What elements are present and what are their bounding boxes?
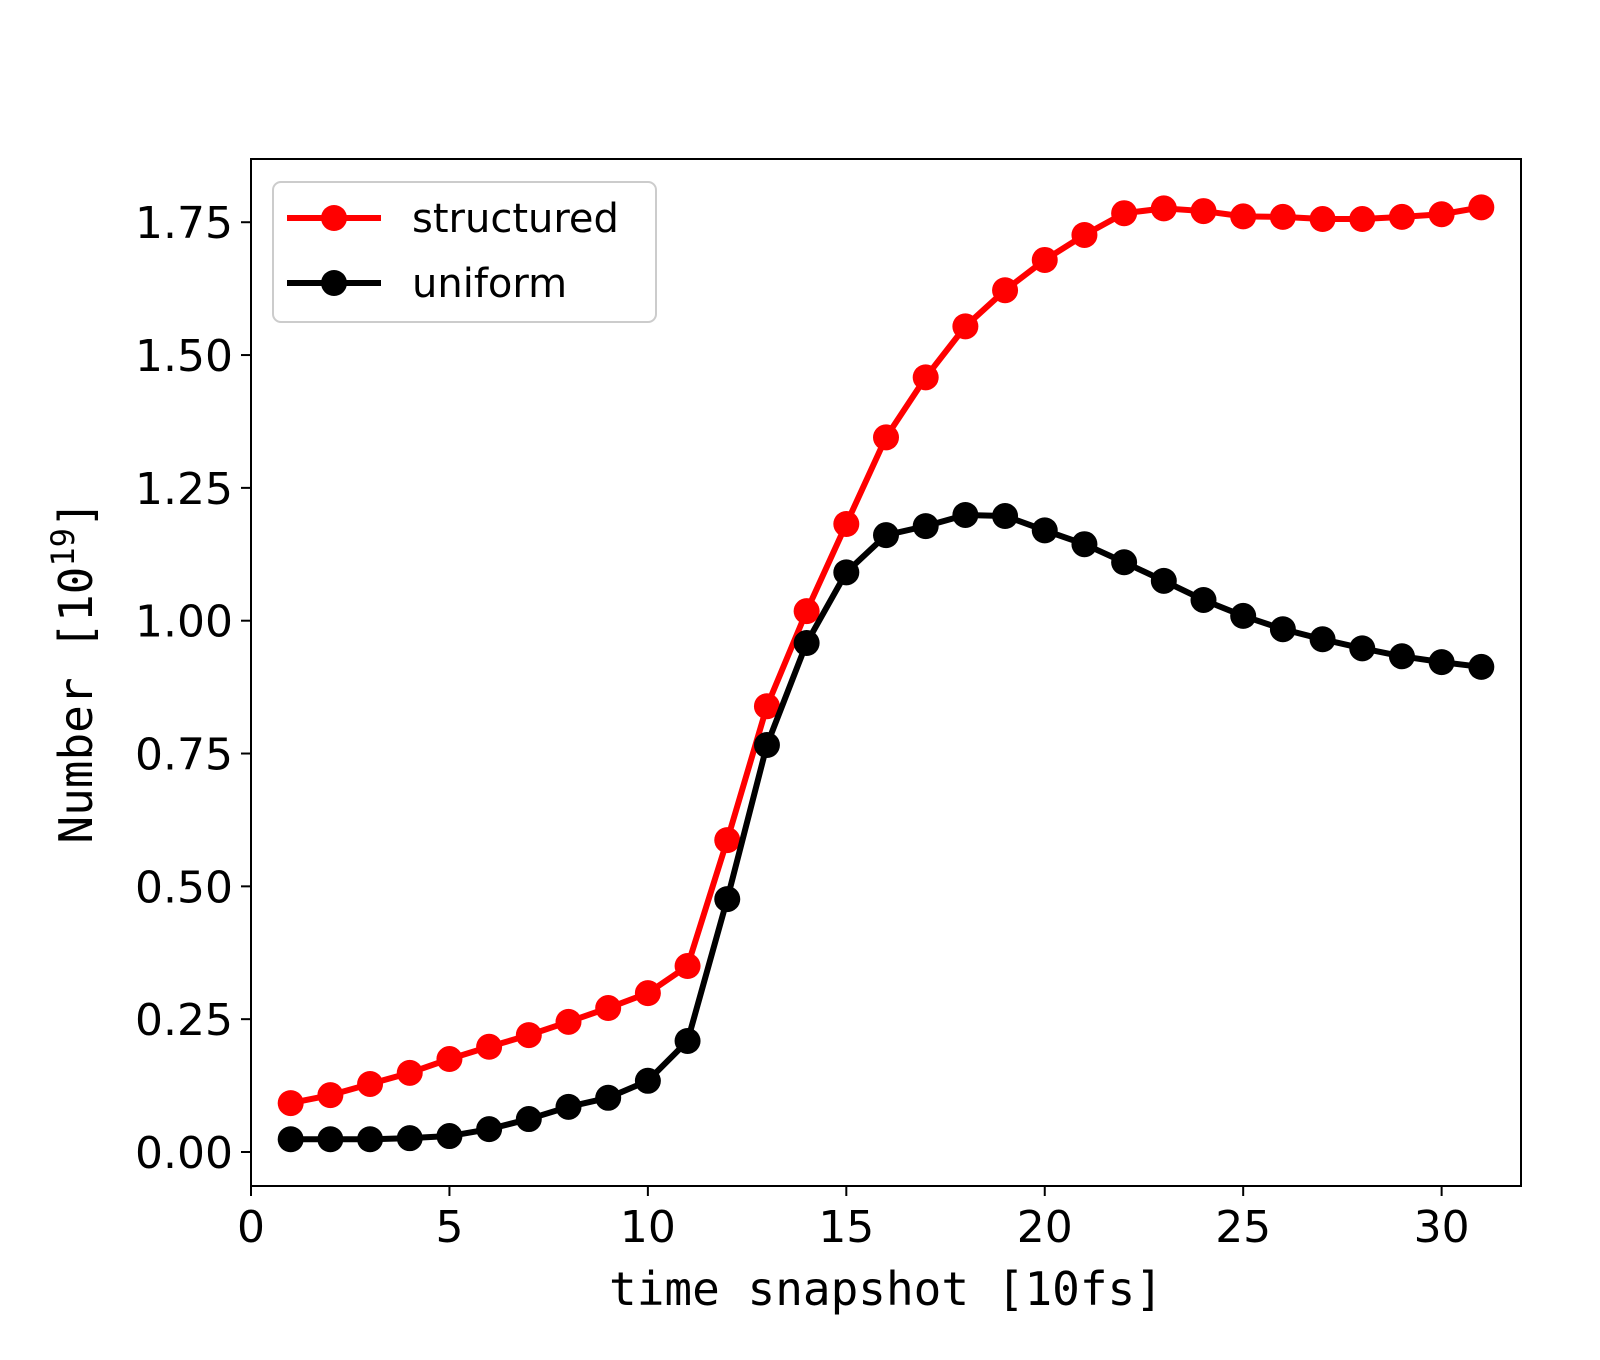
x-tick-label: 10 (620, 1202, 676, 1253)
legend-label-uniform: uniform (412, 261, 567, 307)
data-point-uniform (476, 1116, 503, 1143)
data-point-uniform (357, 1126, 384, 1153)
data-point-structured (634, 980, 661, 1007)
data-point-uniform (992, 503, 1019, 530)
x-tick-label: 5 (435, 1202, 463, 1253)
data-point-structured (277, 1090, 304, 1117)
data-point-structured (555, 1008, 582, 1035)
data-point-uniform (515, 1106, 542, 1133)
data-point-structured (396, 1059, 423, 1086)
data-point-uniform (1428, 649, 1455, 676)
data-point-structured (714, 827, 741, 854)
data-point-uniform (1031, 517, 1058, 544)
data-point-uniform (714, 886, 741, 913)
data-point-uniform (753, 732, 780, 759)
data-point-uniform (1309, 626, 1336, 653)
y-axis-label: Number [1019] (44, 500, 103, 843)
data-point-structured (1031, 246, 1058, 273)
data-point-structured (1190, 198, 1217, 225)
y-tick-label: 1.50 (135, 331, 233, 382)
data-point-structured (952, 313, 979, 340)
data-point-uniform (396, 1125, 423, 1152)
y-tick-label: 0.00 (135, 1128, 233, 1179)
data-point-uniform (1349, 635, 1376, 662)
data-point-uniform (1388, 643, 1415, 670)
data-point-uniform (674, 1027, 701, 1054)
data-point-uniform (1190, 586, 1217, 613)
data-point-uniform (634, 1067, 661, 1094)
y-tick-label: 1.00 (135, 597, 233, 648)
data-point-structured (357, 1070, 384, 1097)
data-point-structured (992, 277, 1019, 304)
data-point-uniform (277, 1126, 304, 1153)
data-point-structured (1468, 194, 1495, 221)
y-axis-label-exponent: 19 (44, 528, 82, 567)
data-point-uniform (595, 1084, 622, 1111)
data-point-uniform (1269, 616, 1296, 643)
data-point-uniform (912, 513, 939, 540)
legend-marker-structured (321, 205, 347, 231)
legend-label-structured: structured (412, 196, 619, 242)
x-tick-label: 20 (1017, 1202, 1073, 1253)
y-axis-label-main: Number [10 (49, 567, 103, 844)
y-tick-label: 0.25 (135, 995, 233, 1046)
data-point-uniform (555, 1093, 582, 1120)
data-point-structured (1388, 203, 1415, 230)
data-point-uniform (1111, 549, 1138, 576)
data-point-structured (833, 511, 860, 538)
x-tick-label: 15 (818, 1202, 874, 1253)
data-point-uniform (1230, 602, 1257, 629)
data-point-structured (515, 1022, 542, 1049)
data-point-structured (753, 693, 780, 720)
data-point-structured (1428, 201, 1455, 228)
ticks-layer: 0 5 10 15 20 25 30 0.00 0.25 0.50 0.75 1.00 1.25 1.50… (135, 198, 1470, 1253)
x-tick-label: 25 (1215, 1202, 1271, 1253)
data-point-uniform (833, 559, 860, 586)
data-point-structured (436, 1046, 463, 1073)
y-axis-label-close: ] (49, 500, 103, 528)
y-tick-label: 0.50 (135, 862, 233, 913)
data-point-uniform (793, 630, 820, 657)
x-tick-label: 0 (237, 1202, 265, 1253)
data-point-structured (1349, 206, 1376, 233)
plot-frame (250, 158, 1522, 1187)
y-tick-label: 0.75 (135, 730, 233, 781)
x-axis-label: time snapshot [10fs] (609, 1262, 1163, 1316)
data-point-uniform (1468, 653, 1495, 680)
data-point-structured (1071, 221, 1098, 248)
data-point-uniform (1150, 567, 1177, 594)
data-point-structured (1230, 203, 1257, 230)
legend-marker-uniform (321, 270, 347, 296)
x-tick-label: 30 (1414, 1202, 1470, 1253)
data-point-uniform (436, 1123, 463, 1150)
data-point-structured (1269, 203, 1296, 230)
data-point-structured (1150, 195, 1177, 222)
y-tick-label: 1.25 (135, 464, 233, 515)
data-point-structured (1309, 206, 1336, 233)
data-point-structured (595, 995, 622, 1022)
series-layer (277, 194, 1495, 1153)
data-point-uniform (1071, 531, 1098, 558)
legend: structured uniform (272, 181, 657, 323)
data-point-structured (793, 598, 820, 625)
y-tick-label: 1.75 (135, 198, 233, 249)
data-point-uniform (317, 1126, 344, 1153)
data-point-uniform (873, 522, 899, 549)
data-point-structured (873, 424, 899, 451)
series-structured (277, 194, 1495, 1117)
data-point-structured (1111, 200, 1138, 227)
data-point-structured (674, 953, 701, 980)
data-point-structured (476, 1033, 503, 1060)
data-point-structured (317, 1082, 344, 1109)
data-point-uniform (952, 501, 979, 528)
data-point-structured (912, 364, 939, 391)
series-uniform (277, 501, 1495, 1153)
